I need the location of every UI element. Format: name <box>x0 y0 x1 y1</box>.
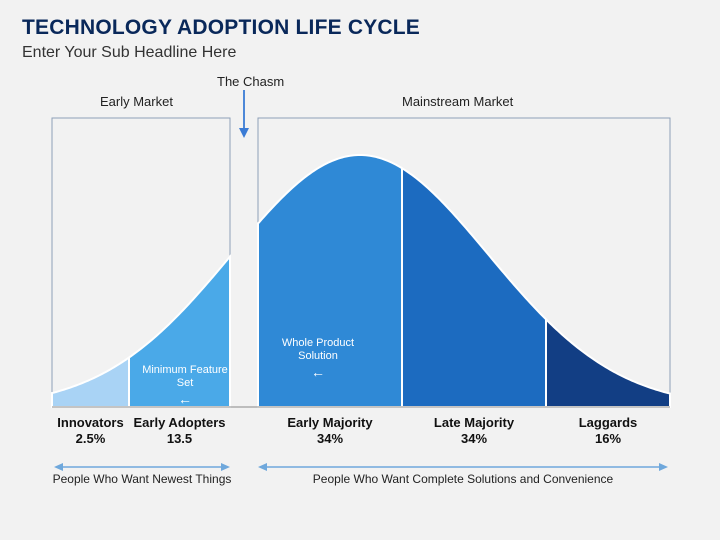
whole-product-text-l2: Solution <box>298 350 338 362</box>
chasm-label: The Chasm <box>217 74 284 89</box>
chart-area: Early Market The Chasm Mainstream Market… <box>22 72 698 502</box>
segment-name: Early Majority <box>258 415 402 431</box>
slide-subtitle: Enter Your Sub Headline Here <box>22 44 698 62</box>
footer-left-label: People Who Want Newest Things <box>42 472 242 486</box>
segment-label: Innovators2.5% <box>52 415 129 448</box>
segment-name: Laggards <box>546 415 670 431</box>
slide-title: TECHNOLOGY ADOPTION LIFE CYCLE <box>22 16 698 40</box>
segment-name: Early Adopters <box>129 415 230 431</box>
segment-pct: 16% <box>546 431 670 447</box>
slide-canvas: TECHNOLOGY ADOPTION LIFE CYCLE Enter You… <box>0 0 720 540</box>
segment-label: Late Majority34% <box>402 415 546 448</box>
mainstream-market-label: Mainstream Market <box>402 94 513 109</box>
segment-label: Early Adopters13.5 <box>129 415 230 448</box>
segment-pct: 34% <box>402 431 546 447</box>
min-feature-text: Minimum Feature Set <box>142 364 228 389</box>
whole-product-arrow-icon: ← <box>268 365 368 379</box>
segment-pct: 2.5% <box>52 431 129 447</box>
whole-product-text-l1: Whole Product <box>282 337 354 349</box>
footer-right-label: People Who Want Complete Solutions and C… <box>258 472 668 486</box>
whole-product-callout: Whole Product Solution ← <box>268 337 368 379</box>
segment-label: Early Majority34% <box>258 415 402 448</box>
min-feature-arrow-icon: ← <box>140 392 230 406</box>
segment-name: Late Majority <box>402 415 546 431</box>
segment-pct: 34% <box>258 431 402 447</box>
min-feature-callout: Minimum Feature Set ← <box>140 364 230 406</box>
segment-pct: 13.5 <box>129 431 230 447</box>
segment-label: Laggards16% <box>546 415 670 448</box>
segment-name: Innovators <box>52 415 129 431</box>
early-market-label: Early Market <box>100 94 173 109</box>
